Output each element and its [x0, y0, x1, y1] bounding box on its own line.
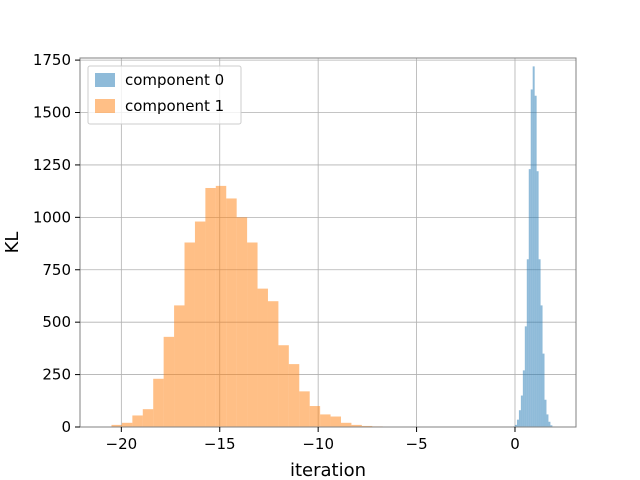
histogram-bars [111, 66, 555, 428]
x-tick-label-4: 0 [510, 435, 520, 453]
bar-component-1-bin-23 [351, 424, 362, 427]
bar-component-0-bin-12 [536, 171, 539, 427]
bar-component-0-bin-13 [538, 259, 541, 427]
bar-component-1-bin-17 [288, 364, 300, 427]
bar-component-0-bin-1 [514, 424, 517, 427]
x-axis-ticks: −20 −15 −10 −5 0 [106, 427, 520, 453]
bar-component-0-bin-2 [516, 419, 519, 427]
y-axis-label: KL [2, 232, 23, 254]
x-tick-label-3: −5 [406, 435, 428, 453]
y-tick-label-0: 0 [61, 418, 71, 436]
bar-component-1-bin-15 [267, 301, 279, 427]
y-tick-label-7: 1750 [33, 51, 71, 69]
y-tick-label-5: 1250 [33, 156, 71, 174]
legend: component 0 component 1 [87, 65, 242, 125]
bar-component-0-bin-7 [526, 259, 529, 427]
bar-component-1-bin-19 [309, 406, 321, 427]
bar-component-0-bin-11 [534, 95, 537, 427]
bar-component-1-bin-24 [361, 425, 373, 427]
y-axis-ticks: 0 250 500 750 1000 1250 1500 1750 [33, 51, 80, 436]
x-tick-label-1: −15 [204, 435, 236, 453]
bar-component-1-bin-11 [226, 198, 237, 427]
legend-label-component-0: component 0 [125, 71, 224, 89]
bar-component-1-bin-2 [132, 415, 143, 427]
bar-component-1-bin-20 [320, 414, 331, 427]
y-tick-label-2: 500 [42, 313, 71, 331]
bar-component-1-bin-3 [142, 409, 154, 427]
bar-component-1-bin-18 [299, 391, 310, 427]
bar-component-1-bin-21 [330, 416, 341, 427]
bar-component-1-bin-7 [184, 242, 195, 427]
bar-component-1-bin-8 [194, 221, 206, 427]
bar-component-1-bin-6 [174, 305, 185, 427]
x-axis-label: iteration [290, 460, 366, 480]
x-tick-label-2: −10 [302, 435, 334, 453]
y-tick-label-4: 1000 [33, 208, 71, 226]
bar-component-0-bin-19 [550, 425, 553, 427]
bar-component-0-bin-5 [522, 370, 525, 427]
bar-component-0-bin-3 [518, 410, 521, 427]
bar-component-0-bin-6 [524, 326, 527, 427]
bar-component-1-bin-10 [215, 185, 227, 427]
bar-component-1-bin-14 [257, 288, 268, 427]
bar-component-0-bin-14 [540, 305, 543, 427]
bar-component-0-bin-15 [542, 353, 545, 427]
bar-component-0-bin-10 [532, 66, 535, 428]
bar-component-1-bin-4 [153, 378, 164, 427]
y-tick-label-6: 1500 [33, 104, 71, 122]
legend-label-component-1: component 1 [125, 97, 224, 115]
bar-component-1-bin-16 [278, 345, 289, 427]
bar-component-1-bin-9 [205, 187, 216, 427]
bar-component-0-bin-9 [530, 89, 533, 428]
y-tick-label-1: 250 [42, 366, 71, 384]
legend-box [87, 65, 242, 125]
y-tick-label-3: 750 [42, 261, 71, 279]
bar-component-0-bin-8 [528, 169, 531, 427]
bar-component-0-bin-18 [548, 421, 551, 427]
bar-component-1-bin-22 [340, 422, 352, 427]
bar-component-1-bin-13 [247, 242, 258, 427]
bar-component-1-bin-1 [121, 422, 133, 427]
legend-swatch-component-0 [95, 73, 115, 87]
bar-component-0-bin-16 [544, 399, 547, 427]
legend-swatch-component-1 [95, 99, 115, 113]
bar-component-0-bin-4 [520, 395, 523, 427]
x-tick-label-0: −20 [106, 435, 138, 453]
bar-component-0-bin-17 [546, 414, 549, 427]
bar-component-1-bin-12 [236, 217, 248, 427]
axes-frame [79, 57, 577, 428]
bar-component-1-bin-0 [111, 424, 122, 427]
bar-component-1-bin-5 [163, 336, 175, 427]
